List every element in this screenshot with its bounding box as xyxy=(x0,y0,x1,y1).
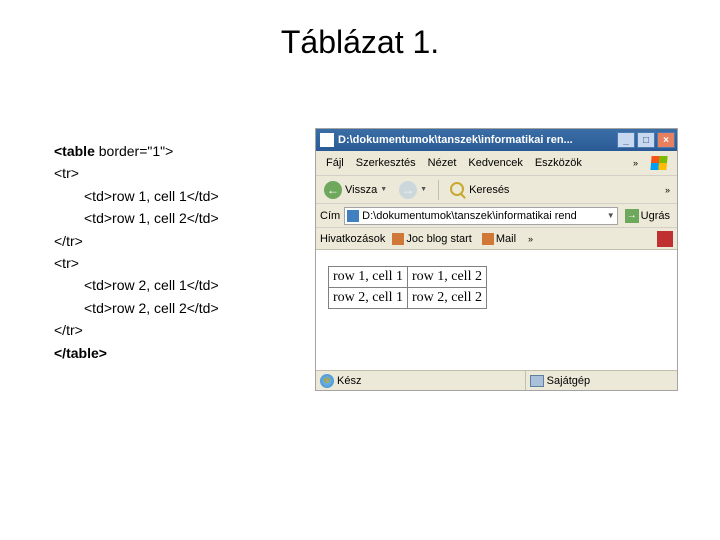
code-line: <td>row 2, cell 1</td> xyxy=(84,274,219,296)
address-input[interactable]: D:\dokumentumok\tanszek\informatikai ren… xyxy=(344,207,617,225)
menu-file[interactable]: Fájl xyxy=(320,155,350,171)
address-label: Cím xyxy=(320,210,340,222)
ie-icon xyxy=(320,133,334,147)
link-mail[interactable]: Mail xyxy=(479,232,519,246)
menu-view[interactable]: Nézet xyxy=(422,155,463,171)
menu-edit[interactable]: Szerkesztés xyxy=(350,155,422,171)
links-overflow[interactable]: » xyxy=(525,232,536,246)
status-right: Sajátgép xyxy=(526,371,677,390)
search-label: Keresés xyxy=(469,184,509,196)
code-line: </tr> xyxy=(54,319,219,341)
menu-favorites[interactable]: Kedvencek xyxy=(462,155,528,171)
menu-tools[interactable]: Eszközök xyxy=(529,155,588,171)
demo-table: row 1, cell 1 row 1, cell 2 row 2, cell … xyxy=(328,266,487,309)
go-button[interactable]: → Ugrás xyxy=(622,208,673,224)
code-line: <td>row 1, cell 2</td> xyxy=(84,207,219,229)
links-label: Hivatkozások xyxy=(320,233,385,245)
minimize-button[interactable]: _ xyxy=(617,132,635,148)
browser-window: D:\dokumentumok\tanszek\informatikai ren… xyxy=(315,128,678,391)
table-cell: row 1, cell 2 xyxy=(407,267,486,288)
my-computer-icon xyxy=(530,375,544,387)
search-icon xyxy=(450,182,466,198)
search-button[interactable]: Keresés xyxy=(446,180,513,200)
back-label: Vissza xyxy=(345,184,377,196)
link-label: Mail xyxy=(496,233,516,245)
code-line: <tr> xyxy=(54,252,219,274)
chevron-down-icon[interactable]: ▼ xyxy=(607,211,615,220)
chevron-down-icon: ▼ xyxy=(380,186,387,193)
code-line: <td>row 2, cell 2</td> xyxy=(84,297,219,319)
menu-overflow[interactable]: » xyxy=(630,156,641,170)
table-cell: row 2, cell 2 xyxy=(407,288,486,309)
address-bar: Cím D:\dokumentumok\tanszek\informatikai… xyxy=(316,204,677,228)
windows-logo xyxy=(645,153,673,173)
forward-button[interactable]: → ▼ xyxy=(395,179,431,201)
toolbar-overflow[interactable]: » xyxy=(662,183,673,197)
pdf-icon[interactable] xyxy=(657,231,673,247)
code-tag-table: <table xyxy=(54,143,95,159)
code-line: <tr> xyxy=(54,162,219,184)
back-button[interactable]: ← Vissza ▼ xyxy=(320,179,391,201)
ie-status-icon: e xyxy=(320,374,334,388)
table-row: row 1, cell 1 row 1, cell 2 xyxy=(329,267,487,288)
status-left: e Kész xyxy=(316,371,526,390)
page-icon xyxy=(347,210,359,222)
bookmark-icon xyxy=(392,233,404,245)
bookmark-icon xyxy=(482,233,494,245)
toolbar: ← Vissza ▼ → ▼ Keresés » xyxy=(316,176,677,204)
go-label: Ugrás xyxy=(641,210,670,222)
code-line: <td>row 1, cell 1</td> xyxy=(84,185,219,207)
links-bar: Hivatkozások Joc blog start Mail » xyxy=(316,228,677,250)
status-bar: e Kész Sajátgép xyxy=(316,370,677,390)
maximize-button[interactable]: □ xyxy=(637,132,655,148)
status-text: Kész xyxy=(337,375,361,387)
menu-bar: Fájl Szerkesztés Nézet Kedvencek Eszközö… xyxy=(316,151,677,176)
code-line: </tr> xyxy=(54,230,219,252)
back-icon: ← xyxy=(324,181,342,199)
window-title: D:\dokumentumok\tanszek\informatikai ren… xyxy=(338,134,617,146)
chevron-down-icon: ▼ xyxy=(420,186,427,193)
close-button[interactable]: × xyxy=(657,132,675,148)
go-icon: → xyxy=(625,209,639,223)
link-label: Joc blog start xyxy=(406,233,471,245)
table-cell: row 2, cell 1 xyxy=(329,288,408,309)
table-row: row 2, cell 1 row 2, cell 2 xyxy=(329,288,487,309)
code-tag-table-close: </table> xyxy=(54,342,219,364)
html-code-block: <table border="1"> <tr> <td>row 1, cell … xyxy=(54,140,219,364)
code-attr: border="1"> xyxy=(95,143,173,159)
address-value: D:\dokumentumok\tanszek\informatikai ren… xyxy=(362,210,604,222)
slide-title: Táblázat 1. xyxy=(0,24,720,61)
zone-text: Sajátgép xyxy=(547,375,590,387)
table-cell: row 1, cell 1 xyxy=(329,267,408,288)
page-content: row 1, cell 1 row 1, cell 2 row 2, cell … xyxy=(316,250,677,370)
link-joc-blog[interactable]: Joc blog start xyxy=(389,232,474,246)
forward-icon: → xyxy=(399,181,417,199)
window-titlebar: D:\dokumentumok\tanszek\informatikai ren… xyxy=(316,129,677,151)
separator xyxy=(438,180,439,200)
